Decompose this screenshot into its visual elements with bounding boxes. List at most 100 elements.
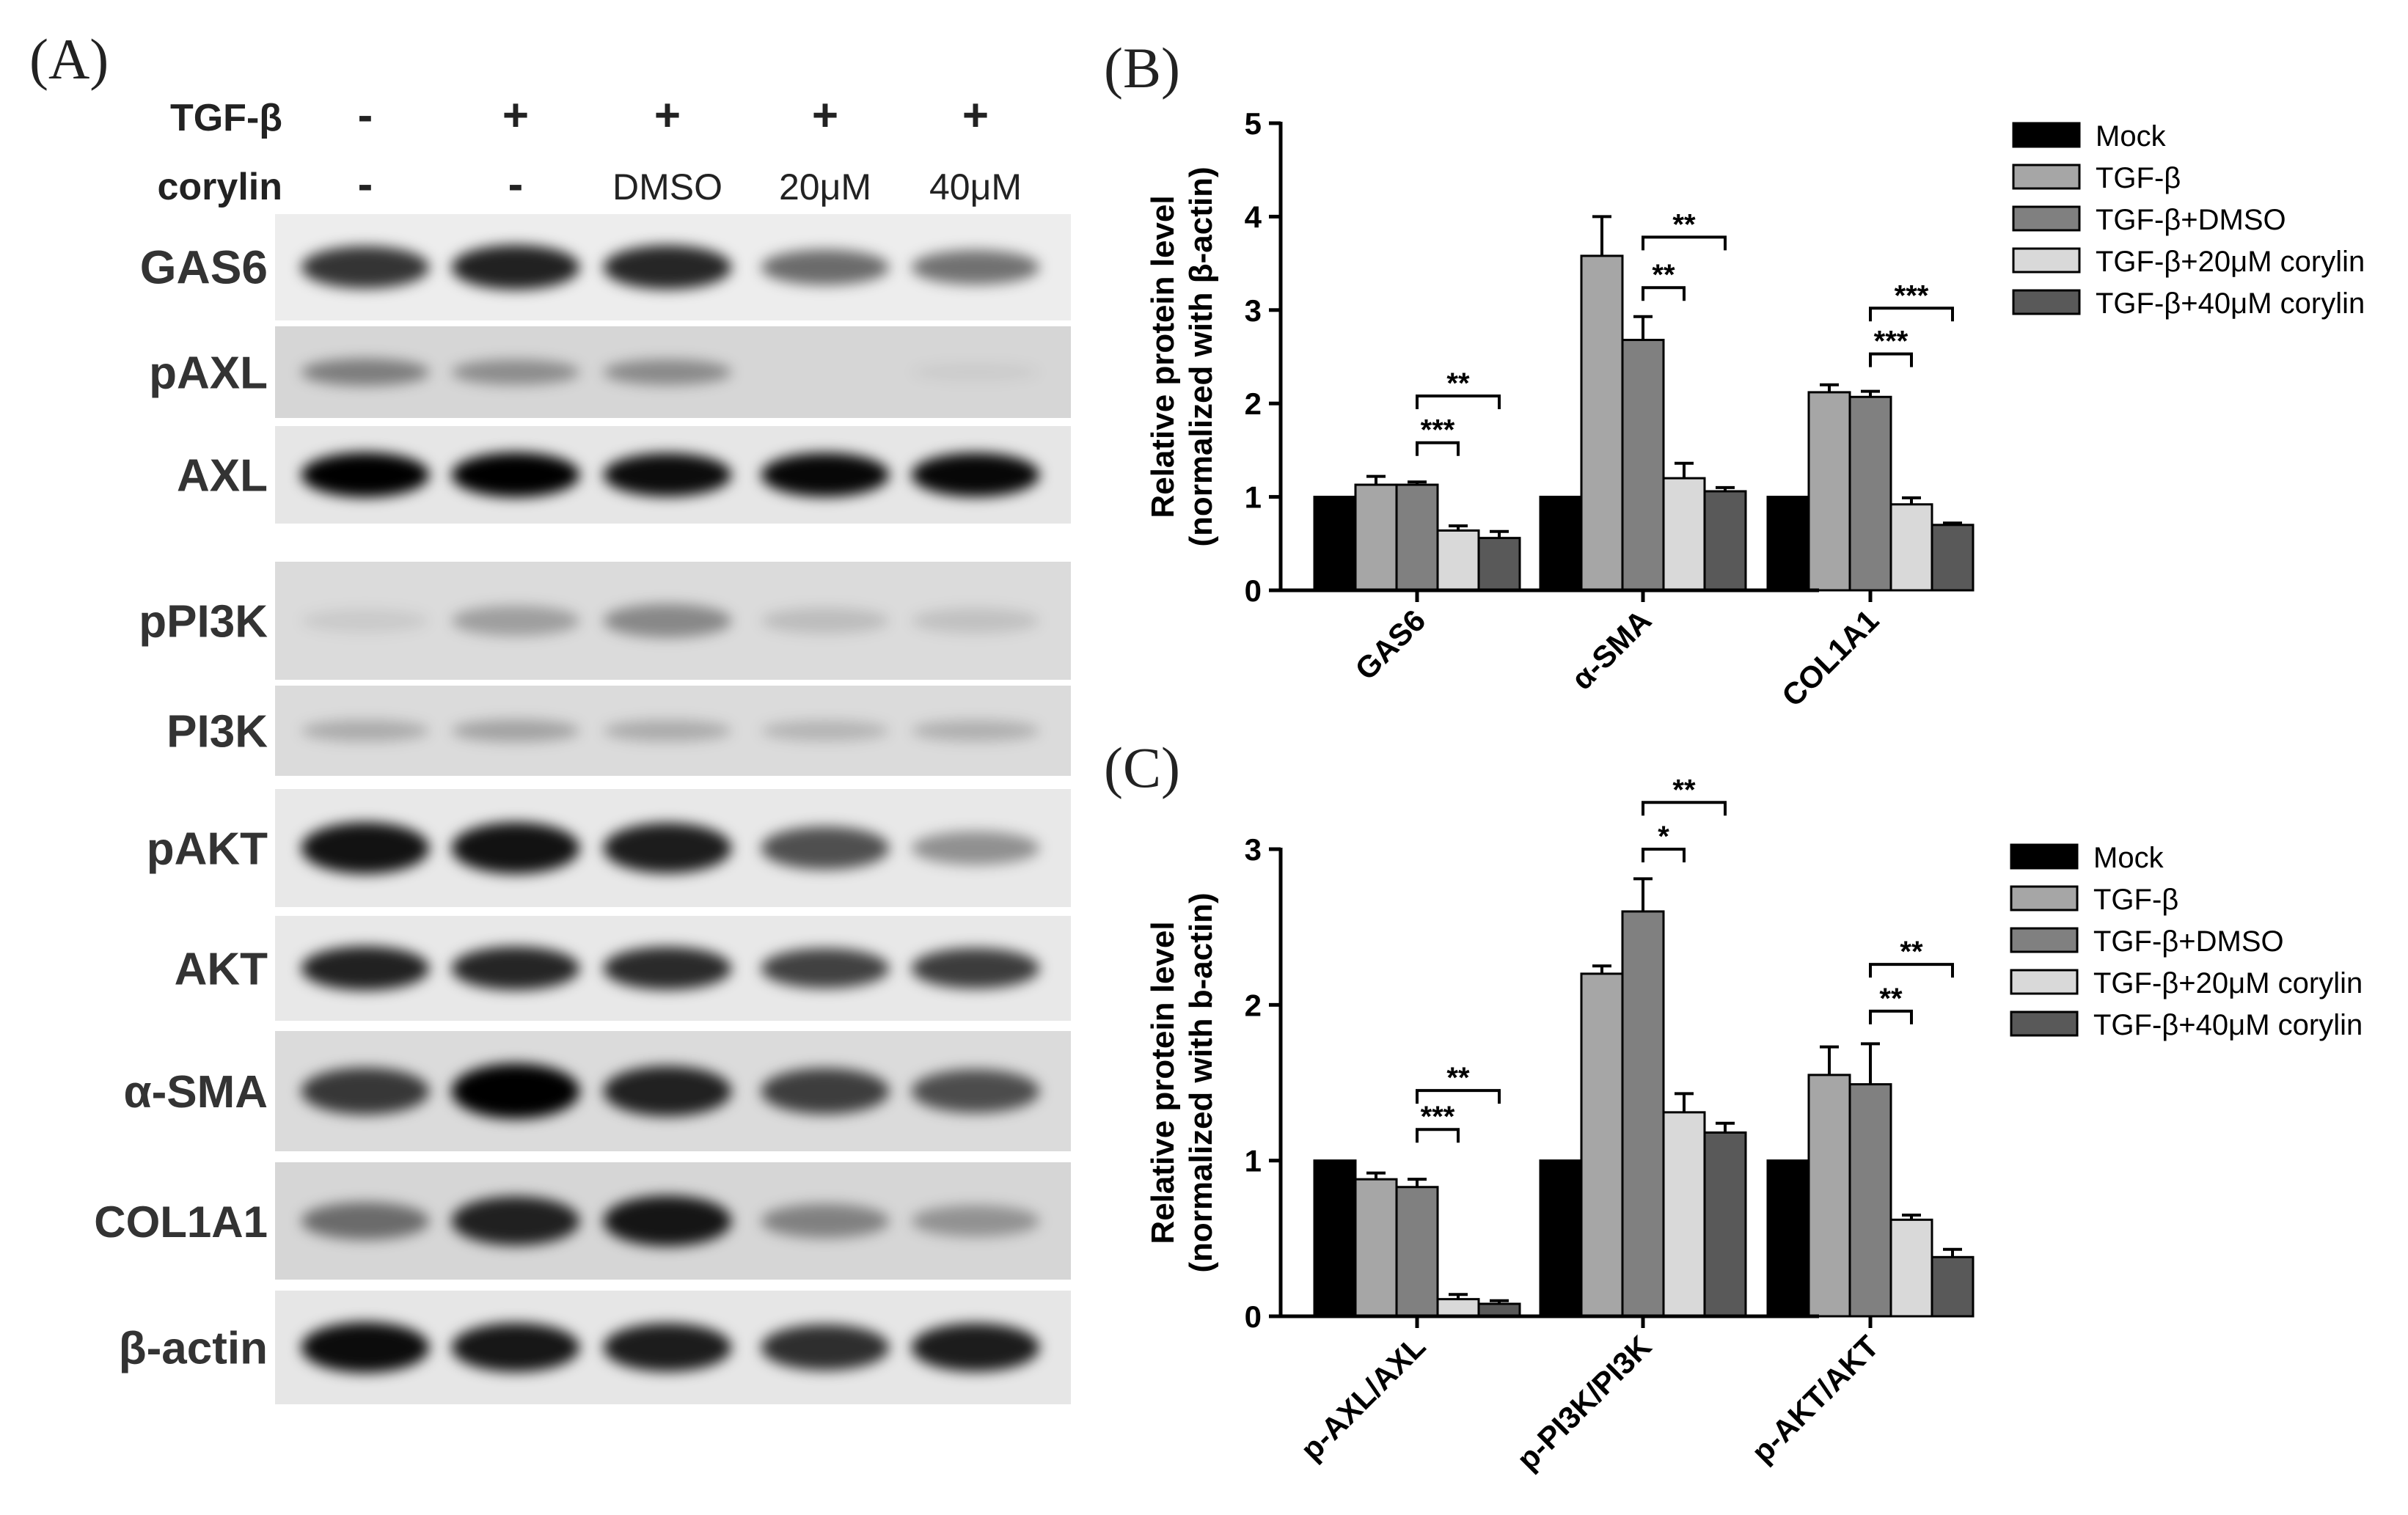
blot-band	[451, 719, 580, 743]
y-tick-label: 2	[1245, 386, 1262, 421]
bar	[1313, 496, 1357, 592]
chart-b: 0 1 2 3 4 5 Relative protein level (normalized …	[1145, 106, 2365, 714]
blot-band	[301, 358, 430, 386]
blot-band	[761, 720, 890, 741]
blot-band	[451, 452, 580, 498]
bar	[1662, 1111, 1706, 1318]
legend-label: TGF-β	[2093, 884, 2178, 916]
legend-label: Mock	[2096, 120, 2167, 153]
blot-band	[603, 359, 732, 386]
band-label: pAXL	[149, 348, 268, 399]
treatment-value: 40μM	[929, 166, 1022, 208]
blot-band	[761, 826, 890, 870]
bar	[1436, 1298, 1480, 1318]
bar	[1580, 254, 1624, 592]
x-tick-label: α-SMA	[1565, 603, 1658, 696]
treatment-value: -	[508, 159, 524, 210]
y-tick-label: 3	[1245, 293, 1262, 328]
treatment-value: +	[654, 90, 681, 141]
blot-band	[301, 1202, 430, 1240]
bar	[1395, 483, 1439, 592]
blot-band	[451, 359, 580, 385]
blot-band	[911, 719, 1040, 742]
panel-a-label: (A)	[29, 27, 109, 91]
y-axis-label: Relative protein level (normalized with β…	[1145, 166, 1219, 546]
legend-label: TGF-β+DMSO	[2093, 925, 2284, 958]
legend-swatch	[2012, 247, 2081, 274]
y-axis-label-line2: (normalized with β-actin)	[1183, 166, 1219, 546]
treatment-value: -	[358, 90, 373, 141]
blot-band	[603, 1065, 732, 1117]
treatment-value: -	[358, 159, 373, 210]
significance-bracket	[1869, 963, 1954, 978]
significance-label: **	[1672, 208, 1696, 241]
blot-band	[603, 823, 732, 873]
x-tick-label: p-PI3K/PI3K	[1510, 1329, 1658, 1477]
panel-b-label: (B)	[1104, 36, 1180, 100]
bar	[1621, 339, 1665, 592]
legend-label: TGF-β+40μM corylin	[2096, 287, 2365, 320]
band-label: GAS6	[140, 241, 268, 294]
blot-band	[911, 452, 1040, 497]
y-tick-label: 0	[1245, 573, 1262, 608]
significance-label: **	[1672, 774, 1696, 806]
blot-band	[301, 822, 430, 874]
y-axis-label: Relative protein level (normalized with b…	[1145, 892, 1219, 1272]
blot-band	[451, 946, 580, 991]
blot-band	[761, 1068, 890, 1115]
significance-label: ***	[1874, 326, 1909, 358]
legend-label: TGF-β+20μM corylin	[2096, 246, 2365, 278]
treatment-label: corylin	[158, 166, 283, 208]
bar	[1766, 496, 1810, 592]
significance-label: ***	[1421, 1101, 1455, 1133]
blot-band	[761, 249, 890, 285]
bar	[1477, 1302, 1521, 1318]
y-axis-label-line2: (normalized with b-actin)	[1183, 892, 1219, 1272]
band-label: pPI3K	[139, 597, 268, 648]
chart-c: 0 1 2 3 Relative protein level (normalized wi…	[1145, 774, 2363, 1477]
bar	[1807, 1074, 1851, 1318]
significance-bracket	[1416, 1128, 1460, 1143]
blot-band	[451, 605, 580, 637]
treatment-value: +	[502, 90, 529, 141]
bar	[1703, 490, 1747, 592]
blot-band	[603, 245, 732, 290]
blot-band	[603, 719, 732, 742]
significance-label: **	[1446, 367, 1470, 400]
bar	[1662, 477, 1706, 592]
bar	[1580, 972, 1624, 1318]
bar	[1395, 1186, 1439, 1318]
blot-band	[451, 1323, 580, 1372]
bar	[1931, 524, 1975, 592]
blot-band	[761, 1203, 890, 1239]
treatment-value: +	[812, 90, 838, 141]
bar	[1539, 1159, 1583, 1318]
x-tick-label: COL1A1	[1775, 603, 1885, 713]
blot-band	[911, 249, 1040, 285]
blot-band	[603, 604, 732, 638]
legend-label: TGF-β	[2096, 162, 2181, 194]
legend-swatch	[2012, 164, 2081, 190]
significance-bracket	[1416, 1089, 1501, 1104]
blot-band	[301, 946, 430, 991]
blot-band	[301, 719, 430, 742]
blot-band	[451, 1063, 580, 1119]
legend-swatch	[2010, 1010, 2079, 1037]
legend-swatch	[2010, 969, 2079, 995]
blot-band	[911, 1069, 1040, 1113]
treatment-label: TGF-β	[170, 97, 282, 139]
significance-label: **	[1900, 936, 1923, 968]
x-tick-label: p-AXL/AXL	[1294, 1329, 1432, 1467]
blot-band	[603, 1195, 732, 1247]
x-tick-label: GAS6	[1348, 603, 1432, 686]
bar	[1539, 496, 1583, 592]
blot-band	[761, 607, 890, 634]
blot-band	[451, 244, 580, 290]
significance-bracket	[1642, 848, 1686, 862]
band-label: AXL	[177, 451, 268, 502]
band-label: β-actin	[119, 1324, 268, 1374]
y-tick-label: 2	[1245, 988, 1262, 1022]
treatment-value: +	[962, 90, 989, 141]
legend-swatch	[2010, 927, 2079, 953]
blot-band	[603, 1323, 732, 1372]
